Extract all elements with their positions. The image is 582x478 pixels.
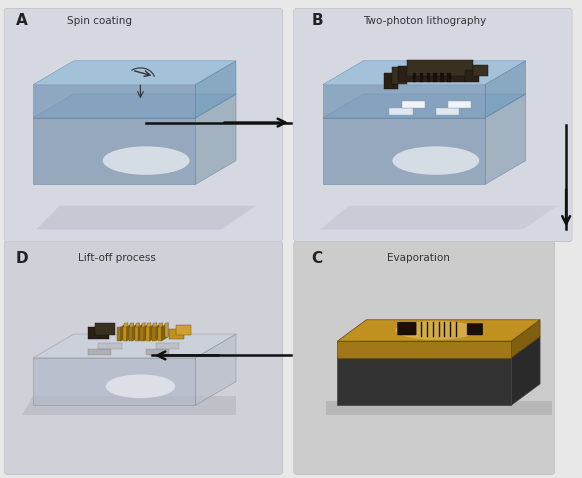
- Polygon shape: [384, 73, 398, 89]
- Text: D: D: [16, 251, 29, 266]
- Polygon shape: [323, 61, 526, 85]
- Polygon shape: [392, 67, 407, 84]
- Ellipse shape: [106, 374, 175, 398]
- FancyBboxPatch shape: [4, 241, 282, 474]
- Polygon shape: [159, 323, 162, 337]
- Polygon shape: [161, 323, 168, 341]
- Polygon shape: [152, 327, 155, 341]
- Polygon shape: [153, 323, 157, 337]
- Polygon shape: [22, 396, 236, 415]
- Polygon shape: [413, 73, 416, 82]
- Polygon shape: [126, 323, 133, 341]
- Polygon shape: [144, 323, 151, 341]
- Polygon shape: [196, 94, 236, 185]
- FancyBboxPatch shape: [4, 9, 282, 241]
- Polygon shape: [326, 401, 552, 415]
- Polygon shape: [129, 327, 132, 341]
- Polygon shape: [389, 109, 413, 116]
- FancyBboxPatch shape: [4, 9, 282, 241]
- Polygon shape: [124, 323, 127, 337]
- Polygon shape: [33, 85, 196, 118]
- Polygon shape: [511, 337, 540, 405]
- Polygon shape: [427, 73, 430, 82]
- FancyBboxPatch shape: [294, 241, 555, 474]
- Polygon shape: [511, 320, 540, 358]
- Polygon shape: [338, 358, 511, 405]
- Text: Spin coating: Spin coating: [68, 16, 132, 26]
- FancyBboxPatch shape: [294, 241, 555, 474]
- Polygon shape: [398, 65, 465, 82]
- Polygon shape: [130, 323, 133, 337]
- Polygon shape: [176, 325, 191, 335]
- Polygon shape: [485, 94, 526, 185]
- Polygon shape: [338, 320, 540, 341]
- Polygon shape: [169, 329, 184, 339]
- FancyBboxPatch shape: [294, 9, 572, 241]
- Polygon shape: [138, 323, 145, 341]
- FancyBboxPatch shape: [4, 241, 282, 474]
- Polygon shape: [146, 327, 150, 341]
- Text: B: B: [311, 13, 323, 28]
- Polygon shape: [465, 70, 479, 82]
- Polygon shape: [98, 343, 122, 349]
- Polygon shape: [136, 323, 139, 337]
- Polygon shape: [402, 101, 425, 109]
- Polygon shape: [338, 341, 511, 358]
- Polygon shape: [434, 73, 437, 82]
- Polygon shape: [448, 73, 451, 82]
- Polygon shape: [33, 358, 196, 405]
- Polygon shape: [441, 73, 444, 82]
- Polygon shape: [33, 334, 236, 358]
- Polygon shape: [157, 343, 179, 349]
- Polygon shape: [33, 61, 236, 85]
- Polygon shape: [36, 206, 256, 229]
- Polygon shape: [117, 327, 120, 341]
- Polygon shape: [158, 327, 161, 341]
- Polygon shape: [33, 118, 196, 185]
- Polygon shape: [323, 118, 485, 185]
- Polygon shape: [338, 337, 540, 358]
- Polygon shape: [146, 349, 169, 356]
- Polygon shape: [196, 334, 236, 405]
- Ellipse shape: [395, 321, 476, 340]
- Polygon shape: [196, 61, 236, 118]
- Polygon shape: [448, 101, 471, 109]
- FancyBboxPatch shape: [467, 324, 482, 335]
- FancyBboxPatch shape: [398, 322, 416, 335]
- Polygon shape: [132, 323, 139, 341]
- Polygon shape: [140, 327, 144, 341]
- Polygon shape: [95, 323, 115, 335]
- Polygon shape: [320, 206, 558, 229]
- Polygon shape: [150, 323, 157, 341]
- Polygon shape: [88, 327, 109, 339]
- Text: A: A: [16, 13, 27, 28]
- Polygon shape: [88, 349, 111, 356]
- Text: Two-photon lithography: Two-photon lithography: [363, 16, 486, 26]
- Polygon shape: [473, 65, 488, 76]
- Polygon shape: [155, 323, 162, 341]
- Polygon shape: [436, 109, 459, 116]
- Polygon shape: [147, 323, 151, 337]
- Polygon shape: [134, 327, 138, 341]
- Ellipse shape: [103, 146, 190, 175]
- Polygon shape: [323, 85, 485, 118]
- Polygon shape: [485, 61, 526, 118]
- Polygon shape: [165, 323, 168, 337]
- Text: Lift-off process: Lift-off process: [79, 253, 156, 263]
- Text: C: C: [311, 251, 322, 266]
- Polygon shape: [123, 327, 126, 341]
- Polygon shape: [420, 73, 423, 82]
- Polygon shape: [407, 60, 473, 76]
- Ellipse shape: [392, 146, 479, 175]
- Polygon shape: [33, 94, 236, 118]
- Polygon shape: [141, 323, 145, 337]
- Polygon shape: [323, 94, 526, 118]
- Text: Evaporation: Evaporation: [387, 253, 450, 263]
- Polygon shape: [120, 323, 127, 341]
- FancyBboxPatch shape: [294, 9, 572, 241]
